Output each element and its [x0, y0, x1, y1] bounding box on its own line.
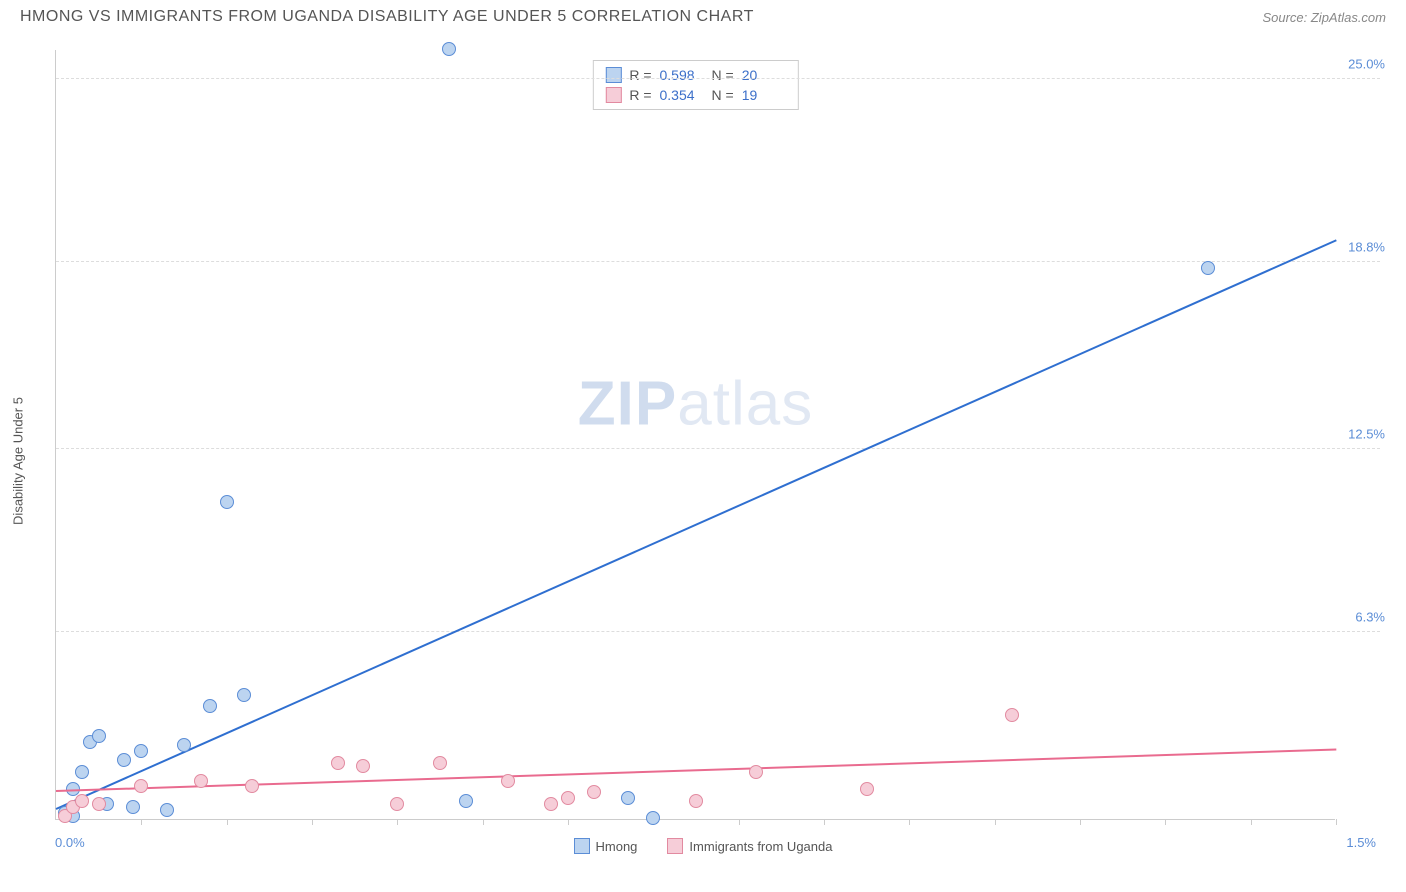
- data-point: [501, 774, 515, 788]
- data-point: [749, 765, 763, 779]
- stats-legend: R = 0.598 N = 20 R = 0.354 N = 19: [592, 60, 798, 110]
- data-point: [117, 753, 131, 767]
- stats-legend-row: R = 0.598 N = 20: [605, 65, 785, 85]
- data-point: [689, 794, 703, 808]
- x-tick: [141, 819, 142, 825]
- data-point: [390, 797, 404, 811]
- x-tick: [824, 819, 825, 825]
- data-point: [134, 744, 148, 758]
- stats-n-value-0: 20: [742, 67, 786, 83]
- stats-n-label: N =: [712, 67, 734, 83]
- plot-area: ZIPatlas R = 0.598 N = 20 R = 0.354 N = …: [55, 50, 1335, 820]
- x-tick: [1336, 819, 1337, 825]
- x-tick: [568, 819, 569, 825]
- data-point: [92, 797, 106, 811]
- data-point: [194, 774, 208, 788]
- x-tick: [483, 819, 484, 825]
- stats-r-label: R =: [629, 67, 651, 83]
- x-tick: [1251, 819, 1252, 825]
- y-tick-label: 18.8%: [1339, 240, 1385, 255]
- legend-label-uganda: Immigrants from Uganda: [689, 839, 832, 854]
- data-point: [442, 42, 456, 56]
- data-point: [75, 794, 89, 808]
- watermark-atlas: atlas: [677, 369, 813, 438]
- data-point: [177, 738, 191, 752]
- data-point: [646, 811, 660, 825]
- series-legend: Hmong Immigrants from Uganda: [10, 838, 1396, 854]
- legend-swatch-hmong: [574, 838, 590, 854]
- source-link[interactable]: ZipAtlas.com: [1311, 10, 1386, 25]
- legend-swatch-series-0: [605, 67, 621, 83]
- header: HMONG VS IMMIGRANTS FROM UGANDA DISABILI…: [0, 0, 1406, 30]
- data-point: [220, 495, 234, 509]
- legend-swatch-uganda: [667, 838, 683, 854]
- stats-n-value-1: 19: [742, 87, 786, 103]
- chart-title: HMONG VS IMMIGRANTS FROM UGANDA DISABILI…: [20, 8, 754, 26]
- stats-r-label: R =: [629, 87, 651, 103]
- legend-label-hmong: Hmong: [596, 839, 638, 854]
- gridline: [56, 78, 1380, 79]
- trend-line: [56, 240, 1337, 810]
- data-point: [126, 800, 140, 814]
- y-tick-label: 6.3%: [1339, 610, 1385, 625]
- x-tick: [739, 819, 740, 825]
- data-point: [1201, 261, 1215, 275]
- x-tick: [397, 819, 398, 825]
- data-point: [203, 699, 217, 713]
- data-point: [621, 791, 635, 805]
- data-point: [587, 785, 601, 799]
- gridline: [56, 261, 1380, 262]
- x-tick: [312, 819, 313, 825]
- legend-swatch-series-1: [605, 87, 621, 103]
- y-axis-label: Disability Age Under 5: [11, 397, 26, 525]
- gridline: [56, 631, 1380, 632]
- x-tick: [227, 819, 228, 825]
- watermark: ZIPatlas: [578, 368, 813, 439]
- data-point: [561, 791, 575, 805]
- x-tick: [995, 819, 996, 825]
- watermark-zip: ZIP: [578, 369, 677, 438]
- legend-item: Hmong: [574, 838, 638, 854]
- chart-container: Disability Age Under 5 ZIPatlas R = 0.59…: [10, 40, 1396, 882]
- data-point: [245, 779, 259, 793]
- x-tick: [1080, 819, 1081, 825]
- data-point: [860, 782, 874, 796]
- stats-r-value-0: 0.598: [660, 67, 704, 83]
- data-point: [459, 794, 473, 808]
- data-point: [237, 688, 251, 702]
- legend-item: Immigrants from Uganda: [667, 838, 832, 854]
- x-tick: [1165, 819, 1166, 825]
- source-attribution: Source: ZipAtlas.com: [1262, 10, 1386, 25]
- data-point: [160, 803, 174, 817]
- data-point: [75, 765, 89, 779]
- y-tick-label: 25.0%: [1339, 56, 1385, 71]
- source-prefix: Source:: [1262, 10, 1310, 25]
- data-point: [1005, 708, 1019, 722]
- stats-r-value-1: 0.354: [660, 87, 704, 103]
- data-point: [134, 779, 148, 793]
- y-tick-label: 12.5%: [1339, 426, 1385, 441]
- data-point: [433, 756, 447, 770]
- gridline: [56, 448, 1380, 449]
- x-tick: [909, 819, 910, 825]
- data-point: [92, 729, 106, 743]
- data-point: [331, 756, 345, 770]
- data-point: [356, 759, 370, 773]
- stats-legend-row: R = 0.354 N = 19: [605, 85, 785, 105]
- stats-n-label: N =: [712, 87, 734, 103]
- data-point: [544, 797, 558, 811]
